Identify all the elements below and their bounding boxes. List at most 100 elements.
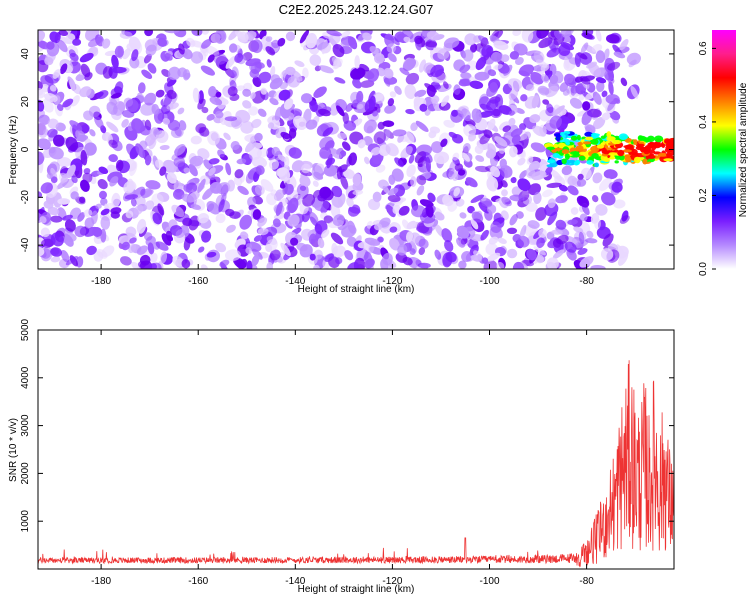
spectrogram-noise-blob [577,248,588,255]
spectrogram-blobs [38,30,674,269]
spectrogram-noise-blob [302,193,316,207]
spectrogram-signal-blob [582,141,592,145]
spectrogram-noise-blob [69,77,76,92]
spectrogram-noise-blob [341,141,351,151]
spectrogram-noise-blob [414,89,427,98]
spectrogram-signal-blob [600,155,608,161]
spectrogram-noise-blob [470,219,479,230]
spectrogram-noise-blob [459,212,467,219]
spectrogram-signal-blob [564,153,570,160]
spectrogram-noise-blob [372,110,378,117]
spectrogram-noise-blob [607,77,615,84]
spectrogram-noise-blob [285,31,296,42]
spectrogram-noise-blob [247,196,256,208]
spectrogram-noise-blob [425,204,434,218]
spectrogram-noise-blob [493,63,503,70]
spectrogram-noise-blob [467,205,475,214]
spectrogram-noise-blob [299,175,311,187]
spectrogram-noise-blob [507,78,523,90]
spectrogram-noise-blob [330,232,344,245]
spectrogram-noise-blob [519,170,528,180]
spectrogram-noise-blob [517,178,531,192]
spectrogram-noise-blob [549,74,559,85]
spectrogram-noise-blob [367,198,381,211]
spectrogram-noise-blob [135,143,146,158]
spectrogram-noise-blob [364,258,375,269]
spectrogram-signal-blob [560,132,565,136]
spectrogram-noise-blob [531,95,540,109]
spectrogram-noise-blob [493,40,509,51]
spectrogram-noise-blob [440,95,450,107]
snr-xtick-label: -80 [579,576,594,587]
spectrogram-noise-blob [151,193,164,206]
spectrogram-noise-blob [269,97,279,106]
spectrogram-noise-blob [38,246,45,257]
spectrogram-ytick-label: 40 [20,48,31,60]
spectrogram-noise-blob [481,200,493,207]
spectrogram-noise-blob [91,210,98,225]
spectrogram-noise-blob [573,240,589,249]
spectrogram-noise-blob [188,164,198,177]
spectrogram-noise-blob [133,204,144,216]
spectrogram-noise-blob [509,194,525,202]
spectrogram-noise-blob [97,179,108,190]
spectrogram-noise-blob [406,220,417,230]
spectrogram-noise-blob [136,218,147,234]
spectrogram-noise-blob [46,172,54,180]
spectrogram-noise-blob [249,68,260,79]
spectrogram-noise-blob [483,129,493,139]
spectrogram-noise-blob [387,187,399,196]
spectrogram-noise-blob [384,104,396,114]
figure-title: C2E2.2025.243.12.24.G07 [279,2,434,17]
spectrogram-noise-blob [386,43,397,53]
spectrogram-noise-blob [582,101,591,111]
spectrogram-noise-blob [520,94,528,102]
spectrogram-noise-blob [144,134,156,147]
spectrogram-noise-blob [253,235,262,242]
spectrogram-noise-blob [487,69,497,77]
spectrogram-noise-blob [470,43,478,53]
spectrogram-noise-blob [403,36,411,43]
spectrogram-noise-blob [578,231,585,245]
spectrogram-noise-blob [201,264,208,269]
spectrogram-noise-blob [547,211,558,226]
spectrogram-noise-blob [576,110,588,117]
spectrogram-noise-blob [532,125,547,137]
colorbar-tick-label: 0.6 [698,41,709,55]
spectrogram-noise-blob [129,161,138,177]
spectrogram-noise-blob [143,232,153,241]
spectrogram-noise-blob [398,205,410,216]
spectrogram-noise-blob [399,67,410,76]
spectrogram-noise-blob [190,135,202,145]
spectrogram-noise-blob [266,59,272,68]
spectrogram-noise-blob [383,67,394,79]
spectrogram-noise-blob [181,193,194,203]
spectrogram-signal-blob [633,156,641,164]
spectrogram-noise-blob [552,249,565,259]
snr-background [38,330,674,569]
spectrogram-noise-blob [267,122,275,129]
spectrogram-noise-blob [533,50,545,63]
spectrogram-noise-blob [603,169,618,180]
spectrogram-noise-blob [126,143,138,158]
spectrogram-noise-blob [590,264,606,269]
spectrogram-noise-blob [138,260,146,268]
spectrogram-y-ticks: -40 -20 0 20 40 [20,48,674,252]
spectrogram-noise-blob [343,168,355,179]
spectrogram-noise-blob [50,256,61,263]
spectrogram-noise-blob [228,43,238,53]
spectrogram-noise-blob [352,189,364,196]
spectrogram-noise-blob [397,243,408,256]
spectrogram-noise-blob [83,142,97,156]
spectrogram-noise-blob [50,176,58,184]
spectrogram-noise-blob [410,176,417,188]
spectrogram-noise-blob [317,193,328,202]
spectrogram-noise-blob [46,41,55,50]
spectrogram-noise-blob [254,132,263,142]
snr-frame [37,329,675,570]
spectrogram-noise-blob [392,129,407,137]
spectrogram-noise-blob [595,30,602,42]
spectrogram-noise-blob [590,212,600,224]
spectrogram-noise-blob [126,184,134,192]
spectrogram-noise-blob [503,64,513,76]
